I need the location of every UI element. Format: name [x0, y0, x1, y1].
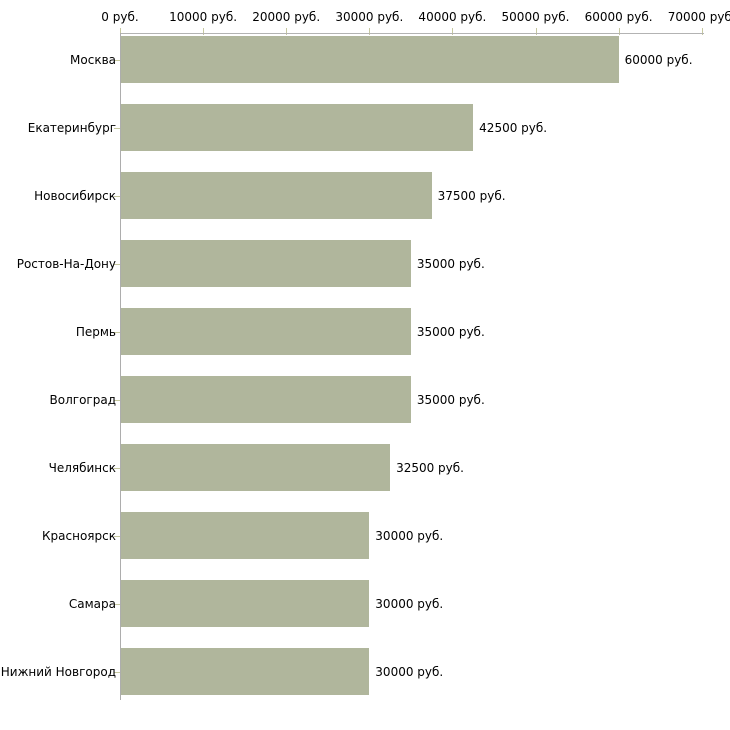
x-axis-tick-label: 50000 руб.: [501, 10, 570, 24]
bar: [121, 648, 370, 695]
bar-value-label: 30000 руб.: [375, 528, 444, 543]
bar: [121, 512, 370, 559]
category-tick-mark: [114, 196, 120, 197]
category-label: Екатеринбург: [27, 120, 116, 135]
x-axis-tick-mark: [286, 28, 288, 35]
bar-value-label: 30000 руб.: [375, 596, 444, 611]
category-label: Нижний Новгород: [0, 664, 116, 679]
category-tick-mark: [114, 128, 120, 129]
bar: [121, 376, 411, 423]
category-label: Самара: [68, 596, 116, 611]
x-axis-tick-mark: [369, 28, 371, 35]
category-tick-mark: [114, 536, 120, 537]
bar: [121, 36, 619, 83]
x-axis-tick-label: 10000 руб.: [169, 10, 238, 24]
category-tick-mark: [114, 332, 120, 333]
category-label: Новосибирск: [34, 188, 116, 203]
category-tick-mark: [114, 604, 120, 605]
x-axis-tick-label: 0 руб.: [101, 10, 139, 24]
category-label: Красноярск: [42, 528, 116, 543]
bar: [121, 172, 432, 219]
category-tick-mark: [114, 400, 120, 401]
category-label: Волгоград: [49, 392, 116, 407]
bar-value-label: 30000 руб.: [375, 664, 444, 679]
x-axis-tick-label: 20000 руб.: [252, 10, 321, 24]
bar-value-label: 35000 руб.: [416, 256, 485, 271]
category-label: Челябинск: [48, 460, 116, 475]
bar-value-label: 32500 руб.: [396, 460, 464, 475]
x-axis-tick-label: 30000 руб.: [335, 10, 404, 24]
x-axis-tick-mark: [535, 28, 537, 35]
x-axis-tick-label: 40000 руб.: [418, 10, 487, 24]
category-tick-mark: [114, 468, 120, 469]
y-axis-line: [120, 33, 121, 700]
bar: [121, 580, 370, 627]
x-axis-tick-mark: [701, 28, 703, 35]
bar-value-label: 35000 руб.: [416, 392, 485, 407]
bar: [121, 104, 474, 151]
category-label: Пермь: [75, 324, 116, 339]
x-axis-tick-mark: [203, 28, 205, 35]
category-tick-mark: [114, 60, 120, 61]
x-axis-tick-label: 60000 руб.: [584, 10, 653, 24]
bar-value-label: 35000 руб.: [416, 324, 485, 339]
category-label: Ростов-На-Дону: [16, 256, 116, 271]
bar-value-label: 42500 руб.: [479, 120, 548, 135]
category-tick-mark: [114, 264, 120, 265]
bar: [121, 240, 411, 287]
bar: [121, 308, 411, 355]
bar: [121, 444, 391, 491]
category-tick-mark: [114, 672, 120, 673]
x-axis-tick-label: 70000 руб.: [667, 10, 730, 24]
x-axis-tick-mark: [452, 28, 454, 35]
x-axis-line: [120, 33, 704, 34]
category-label: Москва: [70, 52, 116, 67]
bar-value-label: 60000 руб.: [624, 52, 693, 67]
bar-value-label: 37500 руб.: [437, 188, 506, 203]
x-axis-tick-mark: [618, 28, 620, 35]
x-axis-tick-mark: [120, 28, 121, 35]
